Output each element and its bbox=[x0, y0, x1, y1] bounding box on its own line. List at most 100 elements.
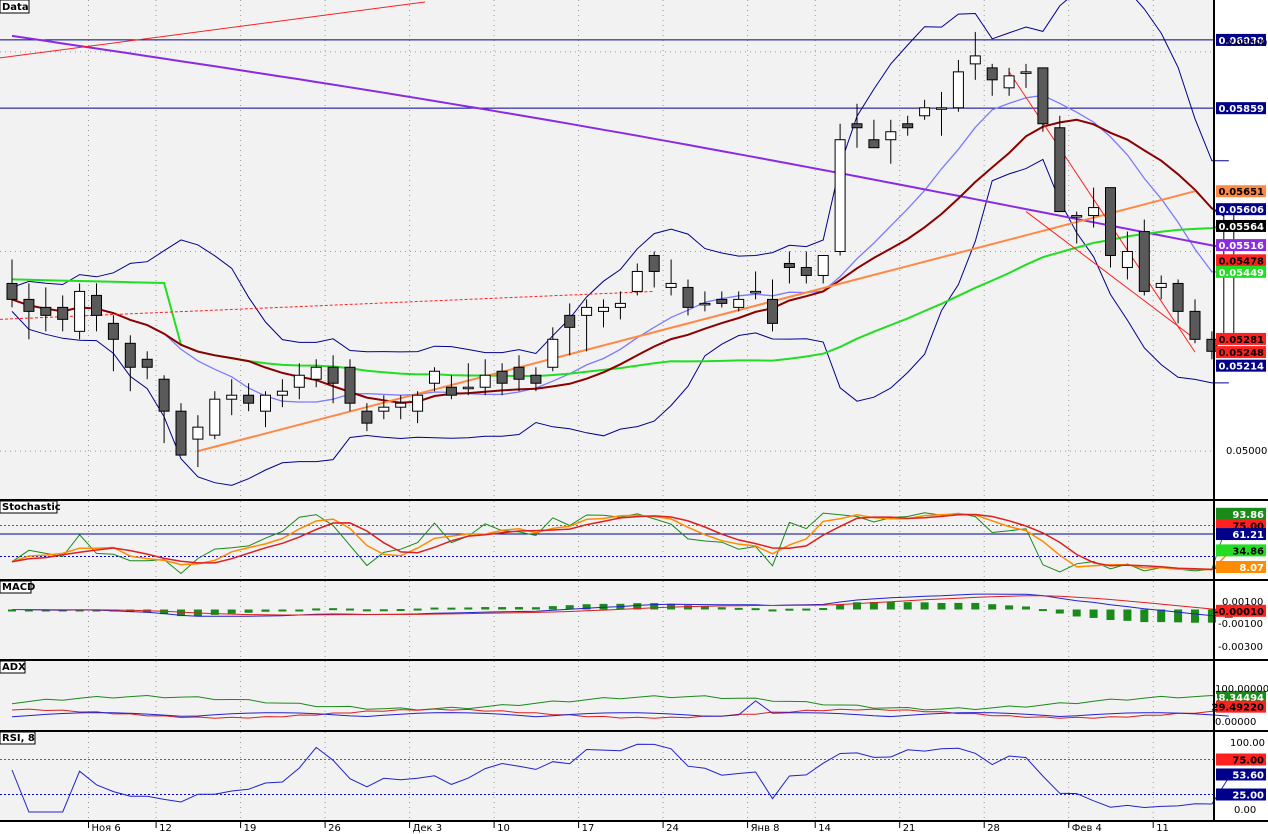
macd-histogram-bar bbox=[24, 609, 33, 612]
macd-histogram-bar bbox=[1038, 609, 1047, 612]
candle-body bbox=[158, 378, 170, 412]
date-tick-label: 21 bbox=[903, 823, 916, 834]
macd-signal-line bbox=[12, 595, 1229, 616]
macd-tick-label: 0.00100 bbox=[1222, 597, 1263, 608]
date-tick-label: Фев 4 bbox=[1072, 823, 1102, 834]
macd-histogram-bar bbox=[210, 609, 219, 615]
adx-tag-bg bbox=[1216, 690, 1266, 703]
rsi-tag: 53.60 bbox=[1232, 770, 1264, 781]
candle-body bbox=[1138, 231, 1150, 292]
stochastic-tag-bg bbox=[1216, 544, 1266, 557]
candle-body bbox=[1155, 282, 1167, 288]
price-tag-bg bbox=[1216, 203, 1266, 216]
support-dashed-line bbox=[0, 290, 655, 320]
macd-histogram-bar bbox=[464, 607, 473, 610]
candle-body bbox=[936, 107, 947, 110]
date-tick-label: Дек 3 bbox=[413, 823, 443, 834]
macd-histogram-bar bbox=[582, 604, 591, 610]
candle-body bbox=[6, 282, 18, 300]
price-tag-bg bbox=[1216, 346, 1266, 359]
price-tag: 0.05516 bbox=[1218, 241, 1264, 252]
candle-body bbox=[378, 406, 390, 412]
macd-histogram-bar bbox=[362, 609, 371, 612]
price-tag-bg bbox=[1216, 219, 1266, 232]
stochastic-tag: 75.00 bbox=[1232, 522, 1264, 533]
macd-histogram-bar bbox=[633, 603, 642, 610]
macd-panel bbox=[0, 581, 1214, 659]
macd-histogram-bar bbox=[684, 605, 692, 610]
candle-body bbox=[1189, 310, 1201, 340]
candle-body bbox=[293, 374, 305, 388]
candle-body bbox=[564, 314, 576, 328]
date-tick-label: 14 bbox=[818, 823, 831, 834]
candle-body bbox=[1088, 207, 1100, 217]
macd-axis: 0.00100 -0.00100 -0.00300 bbox=[1218, 597, 1263, 653]
macd-histogram-bar bbox=[8, 609, 16, 612]
candle-body bbox=[192, 426, 204, 440]
macd-histogram-bar bbox=[650, 603, 659, 610]
macd-histogram-bar bbox=[498, 607, 507, 610]
candle-body bbox=[412, 394, 424, 412]
candle-body bbox=[513, 366, 525, 380]
macd-histogram-bar bbox=[515, 607, 523, 610]
macd-histogram-bar bbox=[278, 609, 287, 612]
candle-body bbox=[581, 306, 593, 316]
candle-body bbox=[902, 123, 914, 129]
macd-histogram-bar bbox=[312, 608, 321, 611]
candle-body bbox=[885, 131, 897, 141]
macd-tag-bg bbox=[1216, 604, 1266, 617]
rsi-tag-bg bbox=[1216, 768, 1266, 781]
bollinger-lower-line bbox=[11, 158, 1229, 486]
candle-body bbox=[175, 410, 187, 456]
macd-histogram-bar bbox=[853, 602, 861, 610]
candle-body bbox=[530, 374, 542, 384]
macd-histogram-bar bbox=[177, 609, 185, 617]
macd-histogram-bar bbox=[988, 604, 997, 610]
macd-histogram-bar bbox=[430, 607, 439, 610]
macd-histogram-bar bbox=[227, 609, 236, 614]
price-tag: 0.05606 bbox=[1218, 205, 1264, 216]
trendline bbox=[197, 190, 1196, 453]
candle-body bbox=[716, 298, 728, 304]
macd-histogram-bar bbox=[1157, 609, 1166, 623]
macd-histogram-bar bbox=[768, 609, 777, 612]
rsi-tick-label: 100.00 bbox=[1230, 738, 1265, 749]
candle-body bbox=[445, 386, 457, 396]
macd-histogram-bar bbox=[920, 602, 929, 610]
candle-body bbox=[952, 71, 964, 109]
price-axis: 0.06000 0.05000 bbox=[1226, 38, 1267, 457]
macd-histogram-bar bbox=[1055, 609, 1064, 614]
candle-body bbox=[1020, 71, 1032, 74]
date-tick-label: 24 bbox=[666, 823, 679, 834]
candle-body bbox=[969, 55, 981, 65]
rsi-line bbox=[11, 743, 1230, 813]
date-tick-label: 17 bbox=[582, 823, 595, 834]
macd-histogram-bar bbox=[937, 602, 946, 610]
price-tag-bg bbox=[1216, 359, 1266, 372]
candle-body bbox=[429, 370, 440, 384]
adx-axis: 100.00000 0.00000 bbox=[1215, 684, 1268, 728]
date-tick-label: 28 bbox=[987, 823, 1000, 834]
candle-body bbox=[40, 306, 52, 316]
candle-body bbox=[767, 298, 778, 324]
macd-histogram-bar bbox=[599, 603, 608, 610]
macd-histogram-bar bbox=[1005, 605, 1014, 610]
candle-body bbox=[834, 139, 846, 252]
macd-histogram-bar bbox=[447, 607, 456, 610]
candle-body bbox=[1003, 75, 1015, 89]
candle-body bbox=[91, 294, 102, 316]
macd-histogram-bar bbox=[903, 602, 912, 610]
price-tag-bg bbox=[1216, 185, 1266, 198]
upper-trendline bbox=[0, 1, 426, 59]
candle-body bbox=[74, 290, 86, 332]
candle-body bbox=[1054, 127, 1066, 213]
date-tick-label: 10 bbox=[497, 823, 510, 834]
macd-histogram-bar bbox=[261, 609, 270, 612]
rsi-axis: 100.00 0.00 bbox=[1230, 738, 1265, 816]
macd-tick-label: -0.00300 bbox=[1218, 642, 1263, 653]
candle-body bbox=[733, 298, 745, 308]
adx-tag: 29.49220 bbox=[1211, 703, 1264, 714]
date-tick-label: 12 bbox=[159, 823, 172, 834]
candle-body bbox=[800, 266, 812, 276]
macd-histogram-bar bbox=[160, 609, 169, 615]
